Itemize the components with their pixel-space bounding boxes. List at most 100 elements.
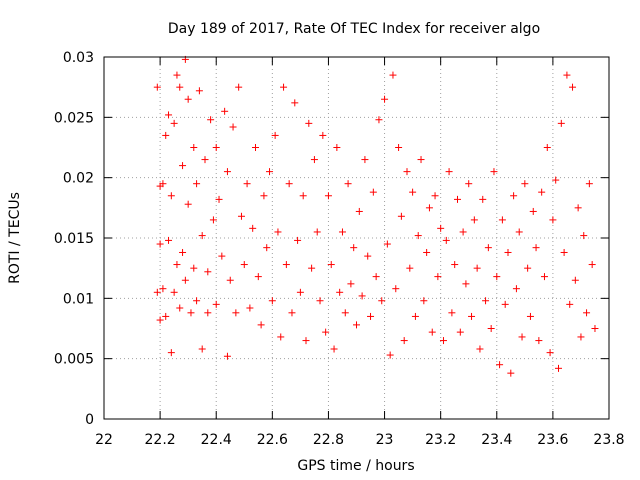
data-point: [400, 337, 408, 345]
data-point: [319, 131, 327, 139]
data-point: [299, 192, 307, 200]
data-point: [361, 156, 369, 164]
data-point: [302, 337, 310, 345]
data-point: [358, 292, 366, 300]
data-point: [383, 240, 391, 248]
data-point: [389, 71, 397, 79]
data-point: [353, 321, 360, 329]
x-tick-label: 22.4: [201, 432, 232, 448]
data-point: [585, 180, 593, 188]
data-point: [212, 300, 220, 308]
data-point: [420, 297, 428, 305]
y-tick-label: 0.025: [54, 110, 94, 126]
data-point: [235, 83, 243, 91]
data-point: [434, 273, 442, 281]
data-point: [198, 232, 206, 240]
data-point: [252, 144, 259, 151]
data-point: [207, 116, 215, 124]
data-point: [381, 95, 389, 103]
data-point: [344, 180, 352, 188]
data-point: [364, 252, 372, 260]
data-point: [246, 304, 254, 312]
data-point: [336, 288, 344, 296]
data-point: [591, 325, 599, 332]
data-point: [540, 273, 548, 281]
data-point: [518, 333, 526, 341]
y-tick-label: 0.015: [54, 231, 94, 247]
data-point: [167, 192, 175, 200]
data-point: [428, 328, 436, 336]
data-point: [266, 168, 274, 176]
data-point: [507, 369, 515, 377]
data-point: [257, 321, 265, 329]
data-point: [243, 180, 251, 188]
data-point: [555, 364, 562, 372]
data-point: [305, 119, 313, 127]
data-point: [204, 309, 212, 317]
data-point: [288, 309, 296, 317]
data-point: [411, 312, 419, 320]
data-point: [496, 361, 504, 369]
data-point: [392, 285, 400, 293]
data-point: [526, 312, 534, 320]
x-tick-label: 22.8: [313, 432, 344, 448]
x-axis-label: GPS time / hours: [297, 458, 414, 474]
data-point: [153, 83, 161, 91]
data-point: [285, 180, 293, 188]
data-point: [543, 144, 551, 151]
data-point: [493, 273, 501, 281]
data-point: [372, 273, 380, 281]
data-point: [294, 236, 302, 244]
data-point: [254, 273, 262, 281]
data-point: [571, 276, 579, 284]
data-point: [580, 232, 588, 240]
data-point: [529, 207, 537, 215]
data-point: [524, 264, 532, 272]
data-point: [165, 111, 173, 119]
x-tick-label: 23.6: [537, 432, 568, 448]
data-point: [341, 309, 349, 317]
data-point: [355, 207, 363, 215]
data-point: [338, 228, 346, 236]
x-tick-label: 22.2: [145, 432, 176, 448]
x-tick-label: 23.2: [425, 432, 456, 448]
data-point: [209, 216, 217, 224]
data-point: [468, 312, 476, 320]
data-point: [532, 244, 540, 252]
data-point: [277, 333, 285, 341]
data-point: [316, 297, 324, 305]
grid-lines: [104, 57, 609, 419]
data-point: [403, 168, 411, 176]
data-point: [459, 228, 467, 236]
axis-ticks: 22 22.2 22.4 22.6 22.8 23 23.2 23.4 23.6 23.8 0 0.0…: [54, 50, 625, 448]
data-point: [159, 285, 167, 293]
data-point: [504, 248, 512, 256]
data-point: [425, 204, 433, 212]
x-tick-label: 23.8: [593, 432, 624, 448]
data-point: [333, 144, 341, 151]
data-point: [330, 345, 338, 353]
data-point: [162, 312, 170, 320]
data-point: [176, 83, 184, 91]
data-point: [156, 316, 164, 324]
data-point: [221, 107, 229, 115]
data-point: [195, 87, 203, 95]
data-point: [212, 144, 220, 151]
data-point: [232, 309, 240, 317]
data-point: [167, 349, 175, 357]
data-point: [482, 297, 490, 305]
data-point: [237, 212, 245, 220]
data-point: [240, 261, 248, 269]
data-point: [165, 236, 173, 244]
data-point: [291, 99, 299, 107]
data-point: [406, 264, 414, 272]
data-point: [484, 244, 492, 252]
data-point: [574, 204, 582, 212]
data-point: [535, 337, 543, 345]
data-point: [549, 216, 557, 224]
data-point: [184, 95, 192, 103]
data-point: [271, 131, 279, 139]
data-point: [588, 261, 596, 269]
data-point: [173, 71, 181, 79]
